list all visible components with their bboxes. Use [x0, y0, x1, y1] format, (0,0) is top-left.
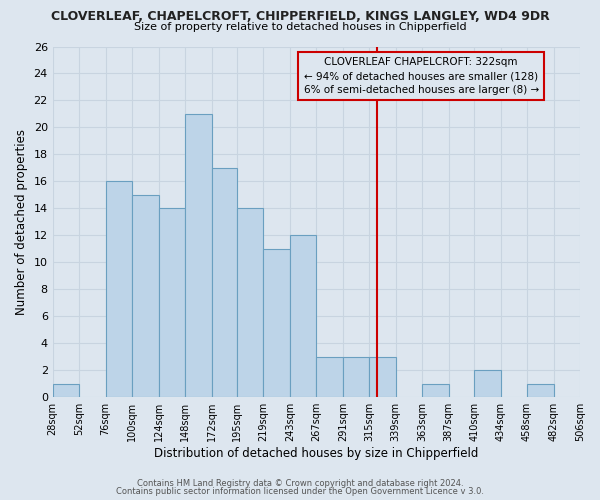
Bar [263, 249, 290, 397]
Bar [369, 356, 396, 397]
Bar [53, 384, 79, 397]
Text: CLOVERLEAF CHAPELCROFT: 322sqm
← 94% of detached houses are smaller (128)
6% of : CLOVERLEAF CHAPELCROFT: 322sqm ← 94% of … [304, 57, 539, 95]
Text: Contains HM Land Registry data © Crown copyright and database right 2024.: Contains HM Land Registry data © Crown c… [137, 478, 463, 488]
Bar [158, 208, 185, 397]
Text: Contains public sector information licensed under the Open Government Licence v : Contains public sector information licen… [116, 487, 484, 496]
Bar [527, 384, 554, 397]
Bar [343, 356, 369, 397]
Bar [185, 114, 212, 397]
Bar [212, 168, 237, 397]
Text: Size of property relative to detached houses in Chipperfield: Size of property relative to detached ho… [134, 22, 466, 32]
Bar [237, 208, 263, 397]
Text: CLOVERLEAF, CHAPELCROFT, CHIPPERFIELD, KINGS LANGLEY, WD4 9DR: CLOVERLEAF, CHAPELCROFT, CHIPPERFIELD, K… [50, 10, 550, 23]
Y-axis label: Number of detached properties: Number of detached properties [15, 129, 28, 315]
X-axis label: Distribution of detached houses by size in Chipperfield: Distribution of detached houses by size … [154, 447, 479, 460]
Bar [474, 370, 500, 397]
Bar [106, 182, 132, 397]
Bar [422, 384, 449, 397]
Bar [290, 236, 316, 397]
Bar [316, 356, 343, 397]
Bar [132, 195, 158, 397]
